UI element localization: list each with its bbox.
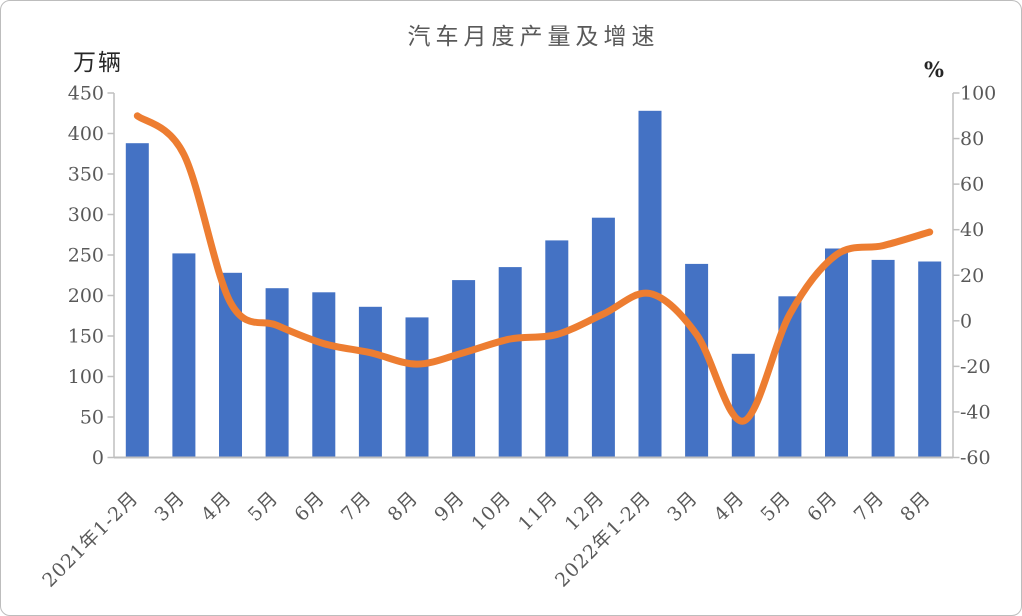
production-bar	[638, 110, 662, 458]
left-axis-unit-label: 万辆	[73, 50, 123, 76]
right-axis-tick-label: 20	[960, 265, 984, 287]
left-axis-tick-label: 400	[68, 123, 104, 145]
production-bar	[871, 259, 895, 458]
production-bar	[498, 267, 522, 458]
production-bar	[685, 263, 709, 458]
left-axis-tick-label: 200	[68, 285, 104, 307]
x-axis-label: 2021年1-2月	[38, 487, 143, 592]
x-axis-label: 11月	[514, 487, 562, 535]
x-axis-label: 4月	[197, 487, 236, 526]
right-axis-tick-label: 0	[960, 310, 972, 332]
x-axis-label: 3月	[150, 487, 189, 526]
production-bar	[591, 217, 615, 458]
production-bar	[125, 143, 149, 458]
production-bar	[405, 317, 429, 458]
left-axis-tick-label: 250	[68, 245, 104, 267]
x-axis-label: 5月	[756, 487, 795, 526]
x-axis-label: 3月	[663, 487, 702, 526]
right-axis-tick-label: -60	[960, 447, 991, 469]
right-axis-tick-label: 40	[960, 219, 984, 241]
production-bar	[265, 288, 289, 458]
production-bar	[358, 306, 382, 458]
production-bar	[452, 280, 476, 458]
production-bar	[825, 248, 848, 458]
production-bar	[731, 353, 755, 458]
production-bar	[918, 261, 942, 458]
left-axis-tick-label: 450	[68, 83, 104, 105]
right-axis-tick-label: -40	[960, 401, 991, 423]
chart-title: 汽车月度产量及增速	[407, 24, 660, 50]
right-axis-tick-label: -20	[960, 356, 991, 378]
left-axis-tick-label: 100	[68, 366, 104, 388]
left-axis-tick-label: 350	[68, 164, 104, 186]
x-axis-label: 8月	[896, 487, 935, 526]
right-axis-unit-label: %	[924, 57, 944, 82]
production-bar	[219, 272, 242, 458]
x-axis-label: 10月	[468, 487, 516, 535]
growth-line	[133, 112, 934, 425]
x-axis-label: 4月	[710, 487, 749, 526]
left-axis-tick-label: 0	[92, 447, 104, 469]
right-axis-tick-label: 60	[960, 174, 984, 196]
x-axis-label: 9月	[430, 487, 469, 526]
x-axis-label: 5月	[244, 487, 283, 526]
right-axis-tick-label: 100	[960, 83, 996, 105]
x-axis-label: 7月	[850, 487, 889, 526]
left-axis-tick-label: 50	[80, 407, 104, 429]
x-axis-label: 6月	[290, 487, 329, 526]
production-bar	[778, 296, 802, 458]
right-axis-tick-label: 80	[960, 128, 984, 150]
x-axis-label: 7月	[337, 487, 376, 526]
left-axis-tick-label: 300	[68, 204, 104, 226]
production-bar	[312, 292, 336, 458]
left-axis-tick-label: 150	[68, 326, 104, 348]
production-bar	[172, 253, 196, 458]
x-axis-label: 8月	[384, 487, 423, 526]
x-axis-label: 6月	[803, 487, 842, 526]
production-bar	[545, 240, 569, 458]
